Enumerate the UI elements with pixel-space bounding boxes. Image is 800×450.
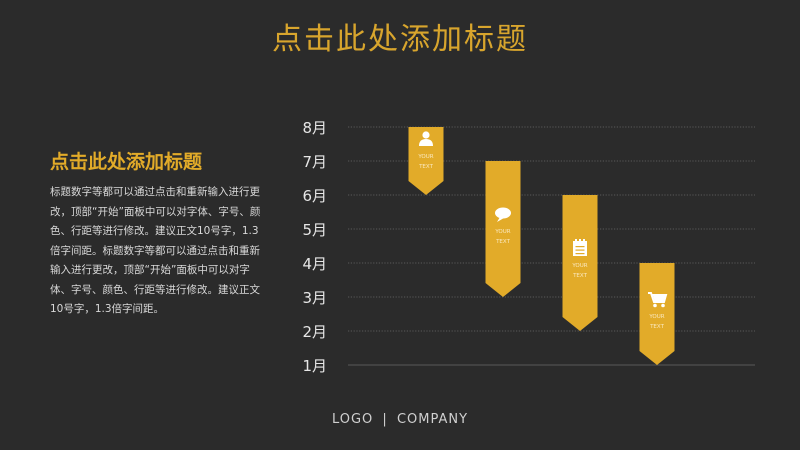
bar: YOUR TEXT [639, 263, 675, 365]
body-paragraph: 标题数字等都可以通过点击和重新输入进行更改，顶部“开始”面板中可以对字体、字号、… [50, 186, 261, 315]
y-tick-label: 3月 [302, 289, 327, 307]
footer: LOGO | COMPANY [0, 412, 800, 427]
footer-separator: | [382, 412, 388, 427]
y-tick-label: 4月 [302, 255, 327, 273]
bar-label: YOUR [571, 263, 587, 269]
notepad-icon [573, 239, 587, 256]
y-tick-label: 6月 [302, 187, 327, 205]
bar-label: YOUR [417, 154, 433, 160]
bar-shape [408, 127, 444, 195]
bar-label: TEXT [418, 164, 434, 170]
bar-shape [485, 161, 521, 297]
y-tick-label: 1月 [302, 357, 327, 375]
bar: YOUR TEXT [562, 195, 598, 331]
bar-label: TEXT [572, 273, 588, 279]
speech-bubble-icon [495, 207, 511, 222]
y-tick-label: 2月 [302, 323, 327, 341]
bar-label: TEXT [649, 324, 665, 330]
y-tick-label: 5月 [302, 221, 327, 239]
footer-company: COMPANY [396, 412, 469, 427]
y-tick-label: 8月 [302, 119, 327, 137]
y-tick-label: 7月 [302, 153, 327, 171]
bar-shape [562, 195, 598, 331]
person-icon [419, 131, 433, 146]
bar-label: YOUR [648, 314, 664, 320]
bar-shape [639, 263, 675, 365]
bar-label: TEXT [495, 239, 511, 245]
bar: YOUR TEXT [408, 127, 444, 195]
page-title: 点击此处添加标题 [272, 22, 528, 57]
bar-label: YOUR [494, 229, 510, 235]
bar: YOUR TEXT [485, 161, 521, 297]
section-subtitle: 点击此处添加标题 [50, 151, 203, 173]
footer-logo: LOGO [331, 412, 374, 427]
shopping-cart-icon [648, 292, 668, 308]
